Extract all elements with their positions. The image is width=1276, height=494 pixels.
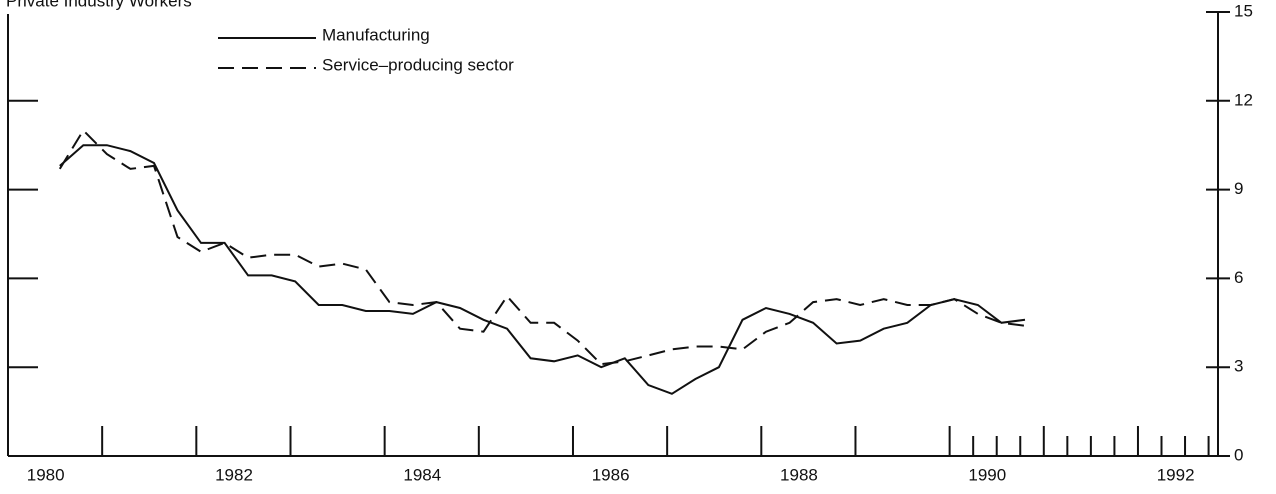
- y-tick-label: 3: [1234, 357, 1243, 376]
- y-tick-label: 6: [1234, 268, 1243, 287]
- y-tick-label: 15: [1234, 1, 1253, 20]
- legend-label: Manufacturing: [322, 25, 430, 44]
- x-tick-label: 1984: [403, 465, 441, 484]
- y-tick-label: 0: [1234, 445, 1243, 464]
- chart-title: Private Industry Workers: [6, 0, 192, 10]
- series-line: [58, 128, 1026, 366]
- x-tick-label: 1988: [780, 465, 818, 484]
- x-tick-label: 1980: [27, 465, 65, 484]
- x-tick-label: 1990: [968, 465, 1006, 484]
- x-tick-label: 1992: [1157, 465, 1195, 484]
- x-tick-label: 1986: [592, 465, 630, 484]
- series-line: [59, 144, 1026, 395]
- x-tick-label: 1982: [215, 465, 253, 484]
- legend-label: Service–producing sector: [322, 55, 514, 74]
- y-tick-label: 12: [1234, 90, 1253, 109]
- y-tick-label: 9: [1234, 179, 1243, 198]
